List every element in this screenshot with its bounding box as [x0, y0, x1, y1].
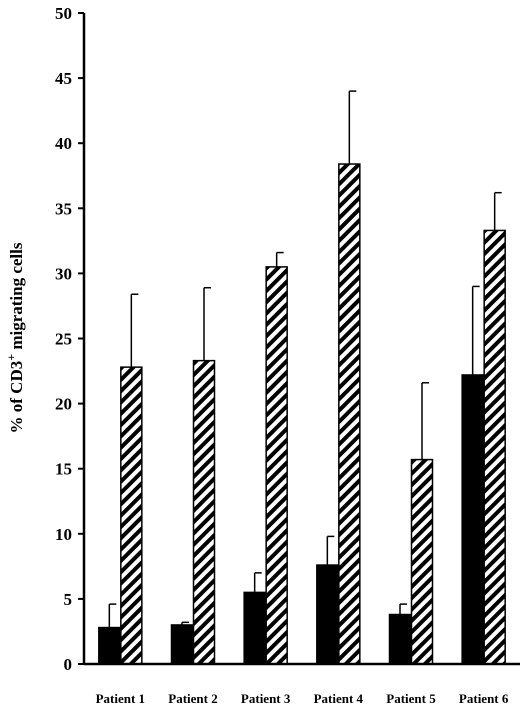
y-tick-label: 15 — [55, 460, 72, 479]
hatched-bar-6 — [483, 229, 506, 665]
category-label-5: Patient 5 — [386, 691, 436, 706]
y-axis-title: % of CD3+ migrating cells — [4, 242, 26, 433]
y-tick-label: 10 — [55, 525, 72, 544]
solid-bar-2 — [170, 624, 194, 665]
y-tick-label: 40 — [55, 134, 72, 153]
hatched-bar-4 — [338, 163, 361, 665]
y-tick-label: 35 — [55, 199, 72, 218]
category-label-2: Patient 2 — [168, 691, 217, 706]
hatched-bar-1 — [120, 366, 143, 665]
category-label-1: Patient 1 — [96, 691, 145, 706]
solid-bar-6 — [461, 374, 484, 665]
y-tick-label: 25 — [55, 330, 72, 349]
solid-bar-4 — [316, 564, 339, 665]
solid-bar-1 — [98, 626, 121, 665]
hatched-bar-5 — [410, 458, 434, 665]
category-label-3: Patient 3 — [241, 691, 291, 706]
solid-bar-5 — [388, 613, 412, 665]
category-label-6: Patient 6 — [459, 691, 509, 706]
bars — [98, 90, 506, 665]
category-label-4: Patient 4 — [314, 691, 364, 706]
y-tick-label: 50 — [55, 4, 72, 23]
y-axis-title-part: % of CD3 — [7, 361, 26, 434]
hatched-bar-2 — [192, 359, 216, 665]
y-tick-label: 5 — [64, 590, 73, 609]
y-tick-label: 20 — [55, 395, 72, 414]
hatched-bar-3 — [265, 266, 288, 665]
y-tick-label: 0 — [64, 655, 73, 674]
y-axis: 0 5 10 15 20 25 30 35 40 45 50 — [55, 4, 86, 674]
x-axis: Patient 1 Patient 2 Patient 3 Patient 4 Pati… — [84, 662, 520, 706]
y-axis-title-superscript: + — [4, 354, 18, 361]
y-tick-label: 30 — [55, 264, 72, 283]
y-axis-title-part: migrating cells — [7, 242, 26, 354]
y-tick-label: 45 — [55, 69, 72, 88]
solid-bar-3 — [243, 591, 266, 665]
